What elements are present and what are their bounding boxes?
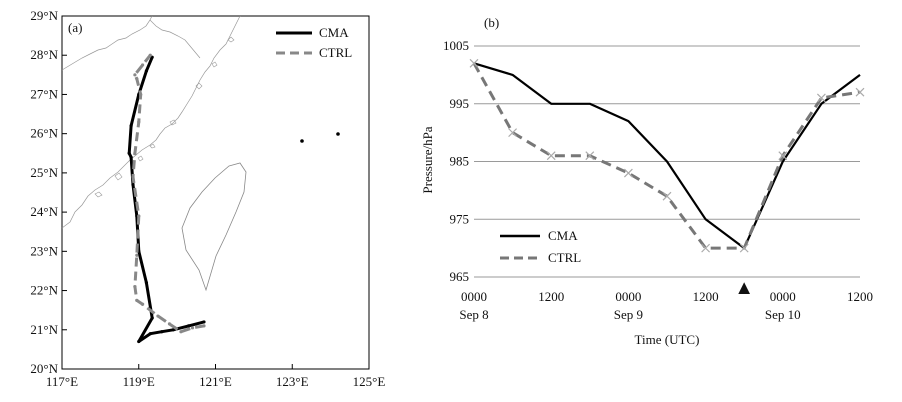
map-y-tick-label: 25°N [30, 165, 58, 180]
pressure-ctrl-point [778, 151, 788, 161]
track-ctrl-point [135, 253, 139, 257]
pressure-x-tick-time: 1200 [693, 289, 719, 304]
pressure-x-tick-date: Sep 10 [765, 307, 801, 322]
track-cma-point [131, 183, 135, 187]
map-x-tick-label: 125°E [353, 374, 386, 389]
map-frame [61, 15, 370, 370]
coastline-mainland [61, 15, 241, 229]
pressure-panel-label: (b) [484, 15, 499, 30]
map-track-lines [127, 53, 206, 344]
track-ctrl-point [167, 322, 172, 326]
pressure-ctrl-point [816, 93, 826, 103]
pressure-ctrl-point [701, 243, 711, 253]
map-legend: CMA CTRL [276, 25, 352, 60]
map-y-tick-label: 24°N [30, 204, 58, 219]
track-cma-point [187, 324, 191, 328]
pressure-x-axis-title: Time (UTC) [635, 332, 700, 347]
track-ctrl-point [140, 302, 145, 306]
pressure-cma-line [473, 62, 861, 250]
track-cma-point [202, 320, 206, 324]
track-ctrl-point [190, 326, 195, 330]
island-dot-1 [300, 139, 304, 143]
pressure-y-tick-label: 995 [450, 96, 470, 111]
pressure-y-axis-title: Pressure/hPa [420, 126, 435, 193]
track-ctrl-point [133, 151, 137, 155]
track-cma-point [144, 69, 149, 73]
track-cma-point [171, 328, 175, 332]
track-ctrl-point [202, 324, 206, 328]
track-ctrl-point [135, 77, 139, 81]
track-cma-point [144, 281, 149, 285]
map-y-tick-label: 23°N [30, 243, 58, 258]
pressure-legend-cma-label: CMA [548, 228, 578, 243]
map-y-tick-label: 26°N [30, 126, 58, 141]
pressure-legend-ctrl-label: CTRL [548, 250, 581, 265]
pressure-x-tick-time: 0000 [461, 289, 487, 304]
map-axis-ticks: 20°N 21°N 22°N 23°N 24°N 25°N 26°N 27°N 28°N 29°N… [30, 8, 385, 389]
track-cma-point [129, 155, 133, 159]
map-x-tick-label: 123°E [276, 374, 309, 389]
pressure-y-tick-label: 1005 [443, 38, 469, 53]
track-cma-point [127, 151, 131, 155]
map-y-tick-label: 20°N [30, 361, 58, 376]
pressure-x-tick-time: 1200 [847, 289, 873, 304]
pressure-ctrl-point [469, 58, 479, 68]
track-ctrl-point [131, 175, 135, 179]
map-y-tick-label: 21°N [30, 322, 58, 337]
track-cma-point [129, 124, 133, 128]
track-ctrl-point [133, 73, 137, 77]
track-cma-point [160, 330, 164, 334]
taiwan-island [181, 162, 247, 292]
track-cma-point [137, 339, 141, 344]
map-x-tick-label: 121°E [199, 374, 232, 389]
pressure-ctrl-line [472, 62, 861, 250]
pressure-ctrl-point [739, 243, 749, 253]
map-y-tick-label: 29°N [30, 8, 58, 23]
pressure-ctrl-point [585, 151, 595, 161]
pressure-ctrl-point [662, 191, 672, 201]
map-y-tick-label: 27°N [30, 86, 58, 101]
landfall-marker: ▲ [734, 277, 754, 299]
pressure-ctrl-point [623, 168, 633, 178]
pressure-ctrl-point [855, 87, 865, 97]
pressure-y-tick-label: 985 [450, 154, 470, 169]
track-ctrl-point [135, 298, 139, 302]
pressure-y-tick-label: 965 [450, 269, 470, 284]
track-ctrl-point [137, 214, 141, 218]
island-dot-2 [336, 132, 340, 136]
pressure-legend: CMA CTRL [500, 228, 581, 265]
map-x-tick-label: 117°E [46, 374, 78, 389]
pressure-x-tick-time: 0000 [615, 289, 641, 304]
pressure-x-tick-date: Sep 8 [459, 307, 488, 322]
track-ctrl-point [179, 330, 183, 334]
track-ctrl-point [133, 285, 137, 289]
pressure-ctrl-point [508, 128, 518, 138]
track-cma-point [150, 316, 154, 320]
track-ctrl-point [148, 53, 152, 57]
map-panel-label: (a) [68, 20, 82, 35]
pressure-x-tick-time: 0000 [770, 289, 796, 304]
pressure-y-tick-label: 975 [450, 211, 470, 226]
pressure-x-tick-time: 1200 [538, 289, 564, 304]
pressure-chart-panel: 965 975 985 995 1005 0000 Sep 8 1200 0000 Sep 9 1… [420, 15, 873, 347]
track-map-panel: 20°N 21°N 22°N 23°N 24°N 25°N 26°N 27°N 28°N 29°N… [30, 8, 385, 389]
track-ctrl-point [137, 120, 141, 124]
coastline-islands [94, 36, 235, 198]
map-y-tick-label: 22°N [30, 283, 58, 298]
track-ctrl-point [156, 314, 160, 318]
track-cma-point [148, 332, 152, 336]
map-y-tick-label: 28°N [30, 47, 58, 62]
pressure-x-tick-date: Sep 9 [614, 307, 643, 322]
map-legend-cma-label: CMA [319, 25, 349, 40]
track-ctrl-point [140, 63, 145, 67]
track-cma-point [150, 55, 154, 59]
map-x-tick-label: 119°E [123, 374, 155, 389]
pressure-y-tick-labels: 965 975 985 995 1005 [443, 38, 469, 284]
track-ctrl-point [139, 92, 143, 97]
pressure-ctrl-point [546, 151, 556, 161]
pressure-series-lines [469, 58, 865, 253]
pressure-x-tick-labels: 0000 Sep 8 1200 0000 Sep 9 1200 0000 Sep 10 1200 [459, 289, 873, 322]
map-legend-ctrl-label: CTRL [319, 45, 352, 60]
